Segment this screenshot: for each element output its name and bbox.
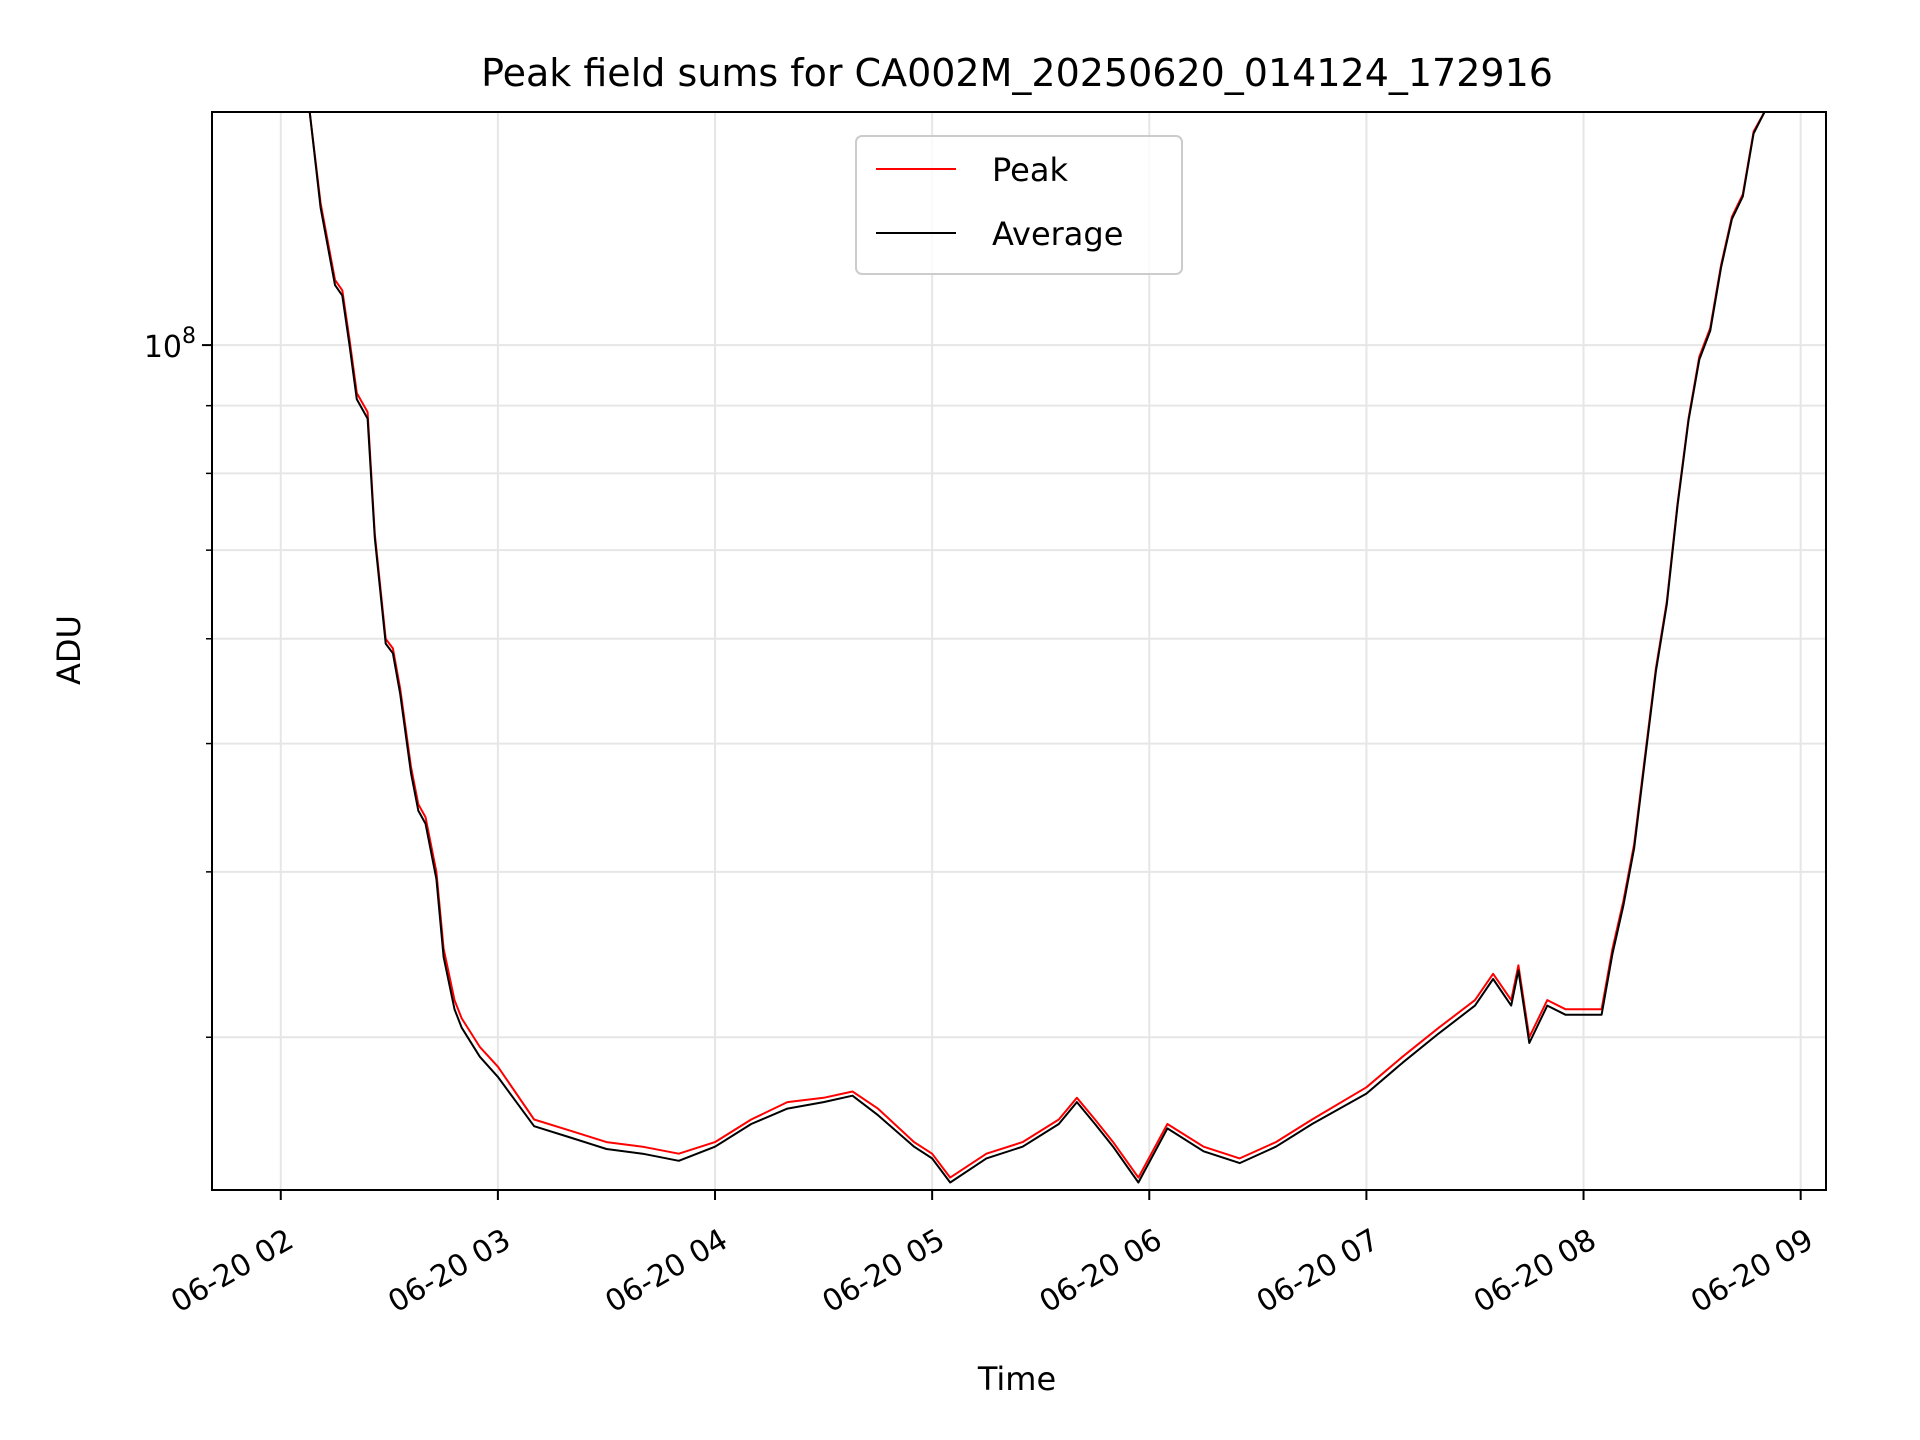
- y-tick-label: 108: [144, 324, 196, 365]
- legend: Peak Average: [855, 135, 1183, 275]
- x-axis-label: Time: [977, 1360, 1056, 1398]
- grid: [212, 112, 1826, 1190]
- legend-box: [855, 135, 1183, 275]
- series-lines: [212, 111, 1826, 1184]
- chart-title: Peak field sums for CA002M_20250620_0141…: [481, 51, 1553, 95]
- y-axis-label: ADU: [50, 615, 88, 685]
- plot-frame: [211, 111, 1827, 1191]
- series-line-average: [212, 111, 1826, 1184]
- legend-label-average: Average: [992, 215, 1123, 253]
- legend-label-peak: Peak: [992, 151, 1068, 189]
